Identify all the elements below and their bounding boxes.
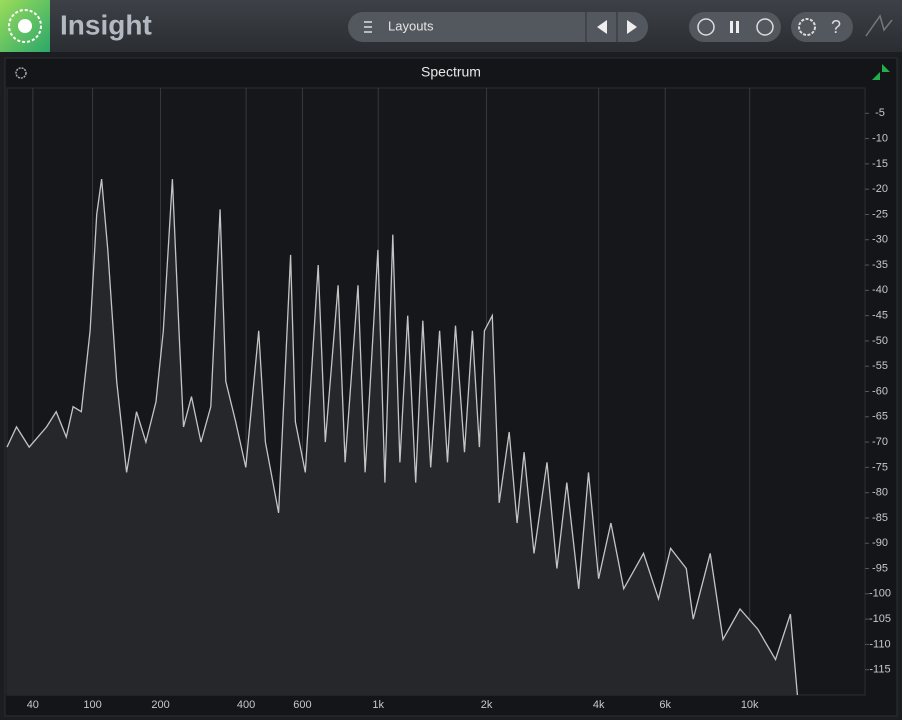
y-tick-label: -35	[872, 259, 888, 271]
next-button[interactable]	[627, 20, 637, 34]
prev-button[interactable]	[597, 20, 607, 34]
y-tick-label: -30	[872, 234, 888, 246]
x-tick-label: 40	[27, 699, 39, 711]
panel-title: Spectrum	[421, 64, 481, 80]
x-tick-label: 100	[83, 699, 101, 711]
y-tick-label: -110	[869, 638, 890, 650]
y-tick-label: -65	[872, 411, 888, 423]
y-tick-label: -15	[872, 158, 888, 170]
logo-icon	[8, 9, 42, 43]
y-tick-label: -45	[872, 310, 888, 322]
app-title: Insight	[60, 9, 152, 40]
x-tick-label: 1k	[372, 699, 384, 711]
x-tick-label: 10k	[741, 699, 759, 711]
settings-group	[791, 12, 853, 42]
y-tick-label: -20	[872, 183, 888, 195]
help-button[interactable]: ?	[831, 17, 841, 37]
x-tick-label: 400	[237, 699, 255, 711]
logo-core	[18, 19, 32, 33]
y-tick-label: -85	[872, 512, 888, 524]
y-tick-label: -75	[872, 461, 888, 473]
spectrum-line	[6, 179, 799, 696]
panel-settings[interactable]	[15, 67, 27, 79]
y-tick-label: -70	[872, 436, 888, 448]
x-tick-label: 2k	[481, 699, 493, 711]
y-tick-label: -60	[872, 385, 888, 397]
y-tick-label: -40	[872, 284, 888, 296]
transport-group	[689, 12, 781, 42]
list-icon	[364, 21, 372, 33]
resize-corner[interactable]	[872, 64, 890, 80]
settings-button[interactable]	[798, 18, 816, 36]
layouts-label: Layouts	[388, 18, 434, 33]
y-tick-label: -5	[875, 107, 885, 119]
x-tick-label: 200	[151, 699, 169, 711]
x-tick-label: 6k	[659, 699, 671, 711]
y-tick-label: -25	[872, 208, 888, 220]
y-tick-label: -10	[872, 132, 888, 144]
y-tick-label: -55	[872, 360, 888, 372]
brand-icon	[865, 14, 893, 37]
loop-button[interactable]	[697, 18, 715, 36]
reset-button[interactable]	[756, 18, 774, 36]
y-tick-label: -95	[872, 562, 888, 574]
x-tick-label: 4k	[593, 699, 605, 711]
y-tick-label: -115	[869, 664, 890, 676]
layouts-dropdown[interactable]	[348, 12, 648, 42]
x-tick-label: 600	[293, 699, 311, 711]
y-tick-label: -80	[872, 487, 888, 499]
y-tick-label: -50	[872, 335, 888, 347]
y-tick-label: -90	[872, 537, 888, 549]
spectrum-area	[7, 179, 798, 696]
y-tick-label: -105	[869, 613, 891, 625]
pause-button[interactable]	[730, 21, 739, 33]
y-tick-label: -100	[869, 588, 891, 600]
